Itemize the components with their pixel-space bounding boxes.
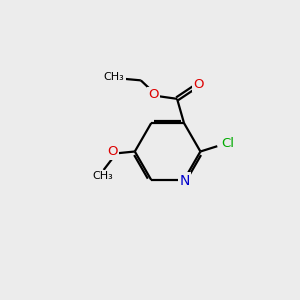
Text: O: O bbox=[107, 146, 117, 158]
Text: N: N bbox=[179, 174, 190, 188]
Text: CH₃: CH₃ bbox=[103, 72, 124, 82]
Text: CH₃: CH₃ bbox=[92, 171, 113, 182]
Text: O: O bbox=[148, 88, 158, 101]
Text: Cl: Cl bbox=[222, 137, 235, 150]
Text: O: O bbox=[193, 78, 204, 91]
